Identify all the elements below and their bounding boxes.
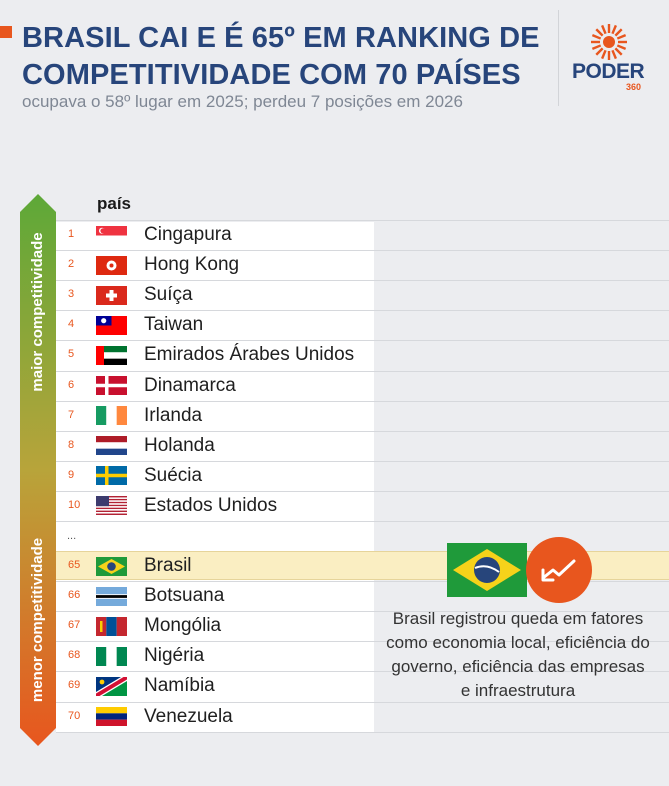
row-divider	[56, 521, 669, 522]
netherlands-flag-icon	[96, 436, 127, 456]
country-name: Estados Unidos	[144, 494, 278, 516]
accent-mark	[0, 26, 12, 38]
sun-ray	[601, 49, 607, 60]
row-divider	[56, 310, 669, 312]
rank-number: 1	[68, 228, 75, 241]
row-divider	[56, 731, 669, 733]
column-header: país	[97, 194, 132, 213]
sun-ray	[591, 34, 602, 40]
sun-ray	[591, 44, 602, 50]
ireland-flag-icon	[96, 406, 127, 426]
sun-ray	[616, 34, 627, 40]
row-divider	[56, 641, 669, 643]
row-divider	[56, 460, 669, 462]
annotation-text: Brasil registrou queda em fatores como e…	[386, 609, 650, 700]
brazil-flag-large-icon	[447, 543, 527, 597]
rank-number: 65	[68, 559, 81, 572]
header-divider	[558, 10, 559, 106]
row-divider	[56, 340, 669, 342]
country-name: Emirados Árabes Unidos	[144, 344, 355, 366]
brazil-flag-icon	[96, 556, 127, 576]
switzerland-flag-icon	[96, 285, 127, 305]
row-divider	[56, 701, 669, 703]
country-name: Cingapura	[144, 224, 232, 246]
sun-logo-icon	[591, 24, 627, 60]
logo-word: PODER	[572, 60, 645, 83]
namibia-flag-icon	[96, 676, 127, 696]
row-divider	[56, 250, 669, 252]
rank-number: 66	[68, 589, 81, 602]
hong-kong-flag-icon	[96, 255, 127, 275]
uae-flag-icon	[96, 345, 127, 365]
country-name: Botsuana	[144, 585, 225, 607]
country-name: Hong Kong	[144, 254, 240, 276]
nigeria-flag-icon	[96, 646, 127, 666]
page-title: BRASIL CAI E É 65º EM RANKING DE COMPETI…	[22, 22, 540, 91]
row-divider	[56, 400, 669, 402]
country-name: Venezuela	[144, 705, 233, 727]
country-name: Taiwan	[144, 314, 204, 336]
country-name: Dinamarca	[144, 374, 236, 396]
usa-flag-icon	[96, 496, 127, 516]
row-divider	[56, 280, 669, 282]
rank-number: 67	[68, 619, 81, 632]
row-divider	[56, 430, 669, 432]
sun-ray	[614, 28, 623, 37]
axis-bottom-label: menor competitividade	[29, 537, 46, 703]
rank-number: 69	[68, 679, 81, 692]
rank-number: 68	[68, 649, 81, 662]
rank-number: 2	[68, 258, 75, 271]
ellipsis: ...	[67, 530, 77, 542]
sun-ray	[616, 44, 627, 50]
sun-ray	[614, 47, 623, 56]
row-divider	[56, 220, 669, 221]
country-name: Suécia	[144, 464, 203, 486]
denmark-flag-icon	[96, 376, 127, 396]
mongolia-flag-icon	[96, 616, 127, 636]
axis-top-label: maior competitividade	[29, 232, 46, 392]
rank-number: 5	[68, 348, 75, 361]
rank-number: 10	[68, 498, 81, 511]
row-divider	[56, 490, 669, 492]
singapore-flag-icon	[96, 225, 127, 245]
row-divider	[56, 611, 669, 613]
country-name: Irlanda	[144, 404, 203, 426]
rank-number: 7	[68, 408, 75, 421]
page-subtitle: ocupava o 58º lugar em 2025; perdeu 7 po…	[22, 92, 463, 111]
row-divider	[56, 370, 669, 372]
poder360-logo: PODER 360	[568, 20, 658, 100]
rank-number: 70	[68, 709, 81, 722]
rank-number: 3	[68, 288, 75, 301]
sun-ray	[601, 24, 607, 35]
rank-number: 6	[68, 378, 75, 391]
country-name: Nigéria	[144, 645, 205, 667]
sun-ray	[595, 47, 604, 56]
trend-down-icon	[526, 537, 592, 603]
taiwan-flag-icon	[96, 315, 127, 335]
sun-ray	[595, 28, 604, 37]
botswana-flag-icon	[96, 586, 127, 606]
country-name: Suíça	[144, 284, 193, 306]
row-divider	[56, 671, 669, 673]
logo-number: 360	[626, 82, 642, 92]
country-name: Holanda	[144, 434, 215, 456]
country-name: Brasil	[144, 555, 192, 577]
sweden-flag-icon	[96, 466, 127, 486]
sun-ray	[611, 49, 617, 60]
venezuela-flag-icon	[96, 707, 127, 727]
rank-number: 8	[68, 438, 75, 451]
country-name: Mongólia	[144, 615, 222, 637]
axis-arrow-shape	[20, 194, 56, 746]
sun-ray	[611, 24, 617, 35]
row-divider	[56, 581, 669, 583]
rank-number: 4	[68, 318, 75, 331]
country-name: Namíbia	[144, 675, 215, 697]
rank-number: 9	[68, 468, 75, 481]
competitiveness-axis	[20, 194, 56, 746]
